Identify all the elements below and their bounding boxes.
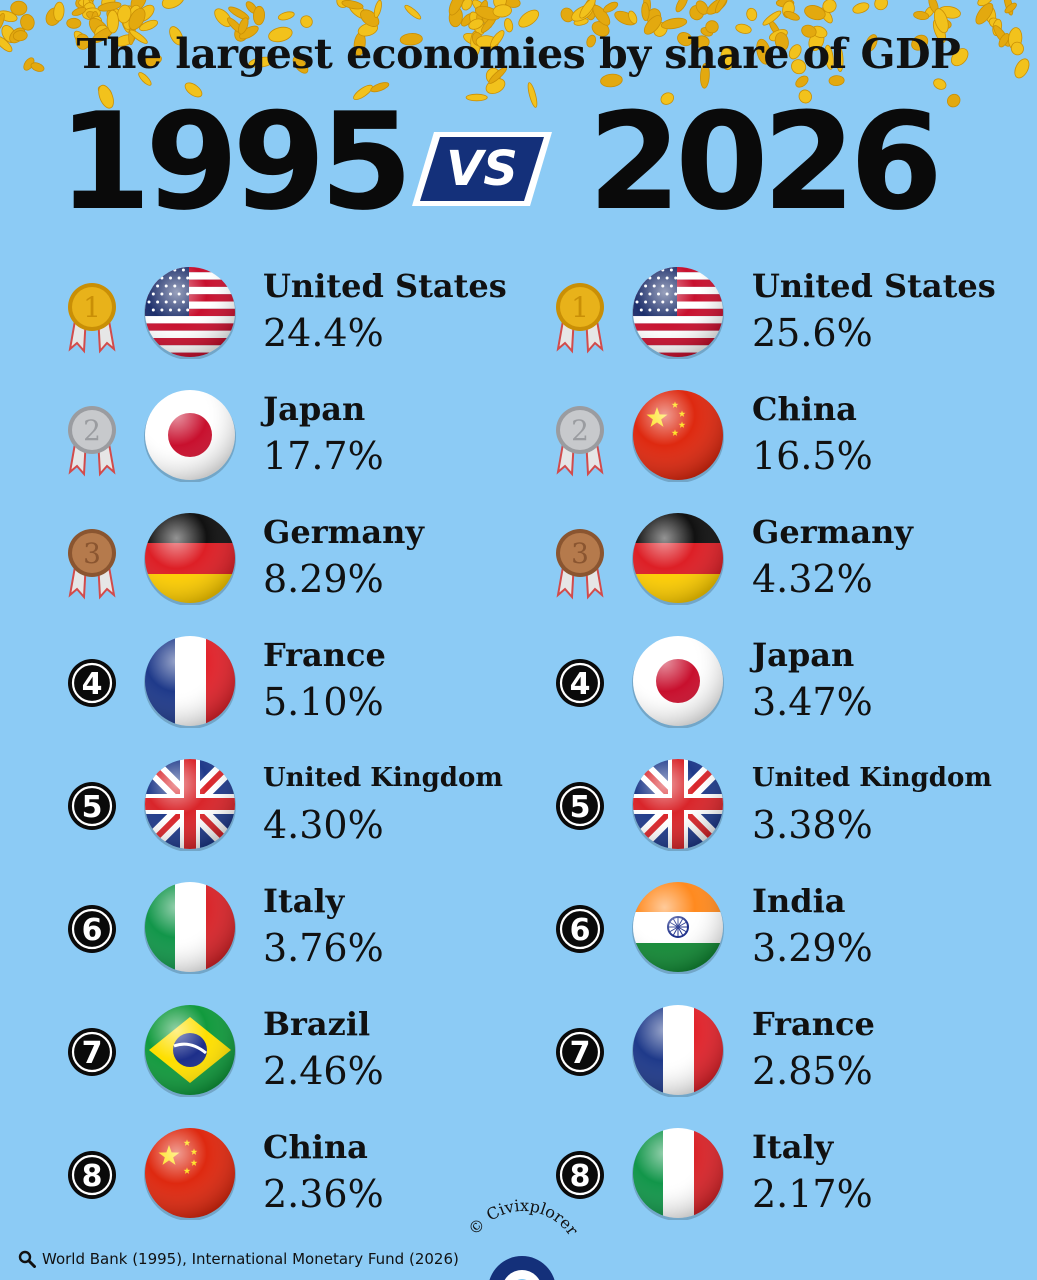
page-title: The largest economies by share of GDP (76, 30, 961, 78)
gdp-share-value: 25.6% (752, 311, 873, 355)
china-flag-icon (631, 388, 725, 483)
medal-icon: 2 (62, 400, 122, 490)
japan-flag-icon (631, 634, 725, 729)
china-flag-icon (143, 1126, 237, 1221)
rank-number: 6 (570, 913, 591, 948)
rank-number: 8 (82, 1159, 103, 1194)
gdp-share-value: 4.32% (752, 557, 873, 601)
us-flag-icon (143, 265, 237, 360)
rank-number: 1 (571, 291, 589, 324)
rank-number: 4 (82, 667, 103, 702)
rank-circle-icon: 8 (550, 1138, 610, 1228)
rank-circle-icon: 5 (62, 769, 122, 859)
country-name: Brazil (263, 1005, 371, 1043)
country-name: Italy (752, 1128, 834, 1166)
france-flag-icon (143, 634, 237, 729)
vs-label: VS (446, 141, 518, 197)
germany-flag-icon (143, 511, 237, 606)
rank-number: 2 (83, 414, 101, 447)
country-name: China (752, 390, 857, 428)
rank-number: 5 (82, 790, 103, 825)
vs-badge: VS (412, 132, 552, 206)
gdp-share-value: 3.47% (752, 680, 873, 724)
rank-circle-icon: 6 (62, 892, 122, 982)
brazil-flag-icon (143, 1003, 237, 1098)
rank-number: 6 (82, 913, 103, 948)
gdp-share-value: 5.10% (263, 680, 384, 724)
rank-circle-icon: 4 (550, 646, 610, 736)
country-name: Japan (752, 636, 855, 674)
italy-flag-icon (143, 880, 237, 975)
gdp-share-value: 16.5% (752, 434, 873, 478)
country-name: Japan (263, 390, 366, 428)
rank-circle-icon: 7 (62, 1015, 122, 1105)
rank-number: 4 (570, 667, 591, 702)
gdp-share-value: 17.7% (263, 434, 384, 478)
italy-flag-icon (631, 1126, 725, 1221)
uk-flag-icon (631, 757, 725, 852)
rank-circle-icon: 4 (62, 646, 122, 736)
country-name: Italy (263, 882, 345, 920)
medal-icon: 2 (550, 400, 610, 490)
gdp-share-value: 3.29% (752, 926, 873, 970)
germany-flag-icon (631, 511, 725, 606)
rank-number: 7 (570, 1036, 591, 1071)
rank-circle-icon: 6 (550, 892, 610, 982)
uk-flag-icon (143, 757, 237, 852)
gold-coins-decoration (0, 0, 1030, 109)
gdp-share-value: 3.38% (752, 803, 873, 847)
magnifier-icon (18, 1250, 36, 1268)
gdp-share-value: 2.17% (752, 1172, 873, 1216)
gdp-share-value: 3.76% (263, 926, 384, 970)
source-note: World Bank (1995), International Monetar… (18, 1250, 459, 1268)
medal-icon: 3 (62, 523, 122, 613)
us-flag-icon (631, 265, 725, 360)
rank-circle-icon: 8 (62, 1138, 122, 1228)
country-name: India (752, 882, 846, 920)
country-name: Germany (752, 513, 913, 551)
medal-icon: 3 (550, 523, 610, 613)
source-text: World Bank (1995), International Monetar… (42, 1250, 459, 1268)
rank-number: 7 (82, 1036, 103, 1071)
rank-number: 3 (83, 537, 101, 570)
country-name: United States (752, 267, 996, 305)
gdp-share-value: 4.30% (263, 803, 384, 847)
country-name: France (263, 636, 386, 674)
medal-icon: 1 (550, 277, 610, 367)
gdp-share-value: 24.4% (263, 311, 384, 355)
rank-number: 8 (570, 1159, 591, 1194)
medal-icon: 1 (62, 277, 122, 367)
country-name: United Kingdom (752, 763, 992, 793)
gdp-share-value: 2.46% (263, 1049, 384, 1093)
civixplorer-logo: © Civixplorer (464, 1196, 582, 1280)
rank-number: 3 (571, 537, 589, 570)
rank-number: 2 (571, 414, 589, 447)
watermark-text: © Civixplorer (464, 1196, 582, 1239)
rank-circle-icon: 5 (550, 769, 610, 859)
year-2026: 2026 (588, 84, 943, 240)
india-flag-icon (631, 880, 725, 975)
country-name: France (752, 1005, 875, 1043)
gdp-share-value: 2.36% (263, 1172, 384, 1216)
country-name: United States (263, 267, 507, 305)
rank-circle-icon: 7 (550, 1015, 610, 1105)
france-flag-icon (631, 1003, 725, 1098)
gdp-share-value: 2.85% (752, 1049, 873, 1093)
country-name: Germany (263, 513, 424, 551)
country-name: United Kingdom (263, 763, 503, 793)
year-1995: 1995 (58, 84, 413, 240)
rank-number: 5 (570, 790, 591, 825)
gdp-share-value: 8.29% (263, 557, 384, 601)
japan-flag-icon (143, 388, 237, 483)
country-name: China (263, 1128, 368, 1166)
rank-number: 1 (83, 291, 101, 324)
